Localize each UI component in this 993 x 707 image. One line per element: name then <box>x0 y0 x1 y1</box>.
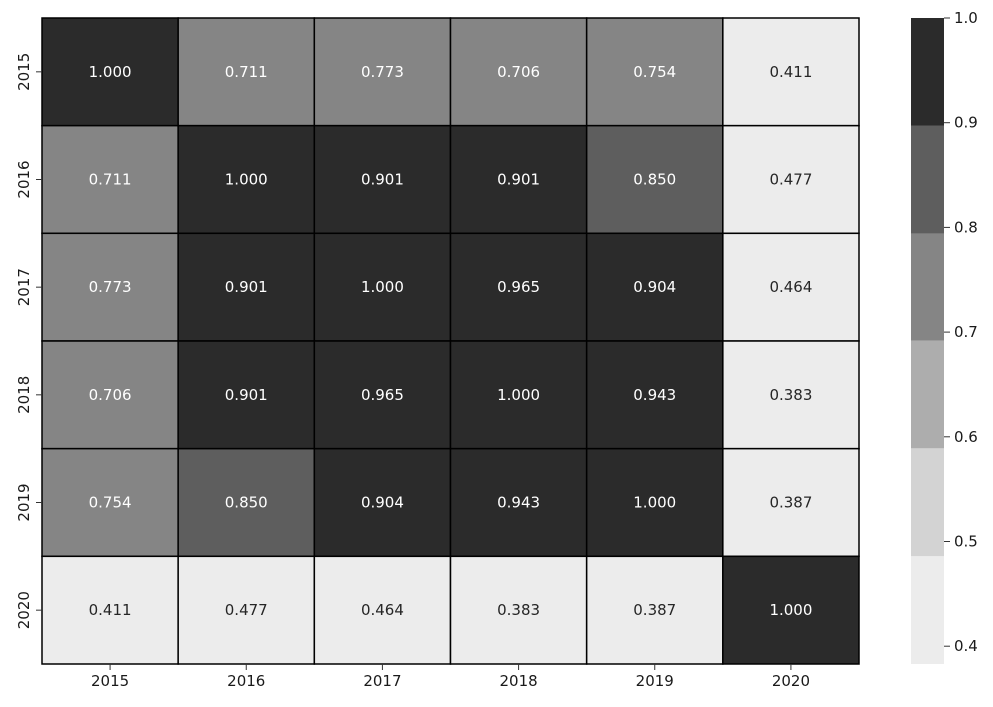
colorbar-bin <box>911 233 944 341</box>
cell-value-label: 0.901 <box>497 171 540 189</box>
heatmap-cell-labels: 1.000 0.711 0.773 0.706 0.754 0.411 0.711 1.000… <box>89 63 813 619</box>
heatmap-cell-2018-2019 <box>585 340 724 450</box>
cell-value-label: 0.754 <box>633 63 676 81</box>
heatmap-cell-2019-2020 <box>722 447 860 558</box>
cell-value-label: 0.754 <box>89 494 132 512</box>
heatmap-cell-2015-2015 <box>41 17 179 127</box>
colorbar-tick-label: 0.5 <box>954 533 978 551</box>
cell-value-label: 1.000 <box>89 63 132 81</box>
cell-value-label: 0.383 <box>497 601 540 619</box>
cell-value-label: 0.965 <box>497 278 540 296</box>
heatmap-cell-2019-2019 <box>585 447 724 558</box>
cell-value-label: 1.000 <box>633 494 676 512</box>
heatmap-cell-2018-2016 <box>177 340 316 450</box>
cell-value-label: 0.901 <box>361 171 404 189</box>
y-tick-label: 2015 <box>15 53 33 91</box>
heatmap-cell-2016-2016 <box>177 124 316 235</box>
colorbar-bin <box>911 556 944 664</box>
heatmap-cell-2019-2018 <box>449 447 588 558</box>
heatmap-cell-2015-2017 <box>313 17 452 127</box>
cell-value-label: 1.000 <box>225 171 268 189</box>
colorbar-tick-label: 1.0 <box>954 9 978 27</box>
x-tick-label: 2019 <box>636 672 674 690</box>
x-tick-label: 2017 <box>363 672 401 690</box>
cell-value-label: 0.965 <box>361 386 404 404</box>
heatmap-cell-2018-2015 <box>41 340 179 450</box>
x-tick-label: 2018 <box>499 672 537 690</box>
y-axis: 2015 2016 2017 2018 2019 2020 <box>15 53 42 629</box>
cell-value-label: 0.904 <box>633 278 676 296</box>
heatmap-cell-2017-2016 <box>177 232 316 342</box>
cell-value-label: 0.773 <box>89 278 132 296</box>
colorbar-bin <box>911 340 944 449</box>
colorbar-tick-label: 0.9 <box>954 114 978 132</box>
cell-value-label: 0.411 <box>89 601 132 619</box>
cell-value-label: 0.773 <box>361 63 404 81</box>
heatmap-cell-2018-2020 <box>722 340 860 450</box>
heatmap-cell-2020-2020 <box>722 555 860 665</box>
cell-value-label: 0.387 <box>633 601 676 619</box>
cell-value-label: 0.387 <box>769 494 812 512</box>
cell-value-label: 0.904 <box>361 494 404 512</box>
heatmap-cell-2017-2015 <box>41 232 179 342</box>
heatmap-cell-2020-2015 <box>41 555 179 665</box>
x-axis: 2015 2016 2017 2018 2019 2020 <box>91 664 810 690</box>
colorbar-bin <box>911 448 944 557</box>
cell-value-label: 0.464 <box>769 278 812 296</box>
colorbar-tick-label: 0.7 <box>954 323 978 341</box>
heatmap-cell-2016-2020 <box>722 124 860 235</box>
heatmap-cell-2017-2019 <box>585 232 724 342</box>
heatmap-cell-2018-2018 <box>449 340 588 450</box>
colorbar-tick-label: 0.4 <box>954 637 978 655</box>
heatmap-cell-2017-2020 <box>722 232 860 342</box>
cell-value-label: 0.901 <box>225 386 268 404</box>
colorbar: 0.4 0.5 0.6 0.7 0.8 0.9 1.0 <box>911 9 978 664</box>
cell-value-label: 0.383 <box>769 386 812 404</box>
heatmap-cell-2015-2016 <box>177 17 316 127</box>
cell-value-label: 1.000 <box>497 386 540 404</box>
heatmap-cell-2017-2018 <box>449 232 588 342</box>
heatmap-cell-2015-2019 <box>585 17 724 127</box>
cell-value-label: 0.477 <box>225 601 268 619</box>
colorbar-tick-label: 0.8 <box>954 218 978 236</box>
heatmap-cell-2019-2015 <box>41 447 179 558</box>
y-tick-label: 2020 <box>15 591 33 629</box>
cell-value-label: 0.411 <box>769 63 812 81</box>
colorbar-bin <box>911 125 944 234</box>
cell-value-label: 0.477 <box>769 171 812 189</box>
cell-value-label: 0.706 <box>497 63 540 81</box>
cell-value-label: 0.706 <box>89 386 132 404</box>
cell-value-label: 0.850 <box>633 171 676 189</box>
cell-value-label: 0.711 <box>225 63 268 81</box>
colorbar-tick-label: 0.6 <box>954 428 978 446</box>
cell-value-label: 0.464 <box>361 601 404 619</box>
cell-value-label: 0.901 <box>225 278 268 296</box>
heatmap-cell-2015-2020 <box>722 17 860 127</box>
heatmap-cell-2015-2018 <box>449 17 588 127</box>
cell-value-label: 0.943 <box>633 386 676 404</box>
y-tick-label: 2018 <box>15 376 33 414</box>
cell-value-label: 0.711 <box>89 171 132 189</box>
heatmap-cell-2020-2019 <box>585 555 724 665</box>
heatmap-cell-2019-2017 <box>313 447 452 558</box>
cell-value-label: 0.850 <box>225 494 268 512</box>
y-tick-label: 2017 <box>15 268 33 306</box>
cell-value-label: 0.943 <box>497 494 540 512</box>
colorbar-bin <box>911 18 944 126</box>
heatmap-cells <box>41 17 860 665</box>
y-tick-label: 2016 <box>15 160 33 198</box>
heatmap-cell-2016-2018 <box>449 124 588 235</box>
x-tick-label: 2020 <box>772 672 810 690</box>
y-tick-label: 2019 <box>15 483 33 521</box>
x-tick-label: 2015 <box>91 672 129 690</box>
x-tick-label: 2016 <box>227 672 265 690</box>
cell-value-label: 1.000 <box>361 278 404 296</box>
cell-value-label: 1.000 <box>769 601 812 619</box>
heatmap-cell-2018-2017 <box>313 340 452 450</box>
